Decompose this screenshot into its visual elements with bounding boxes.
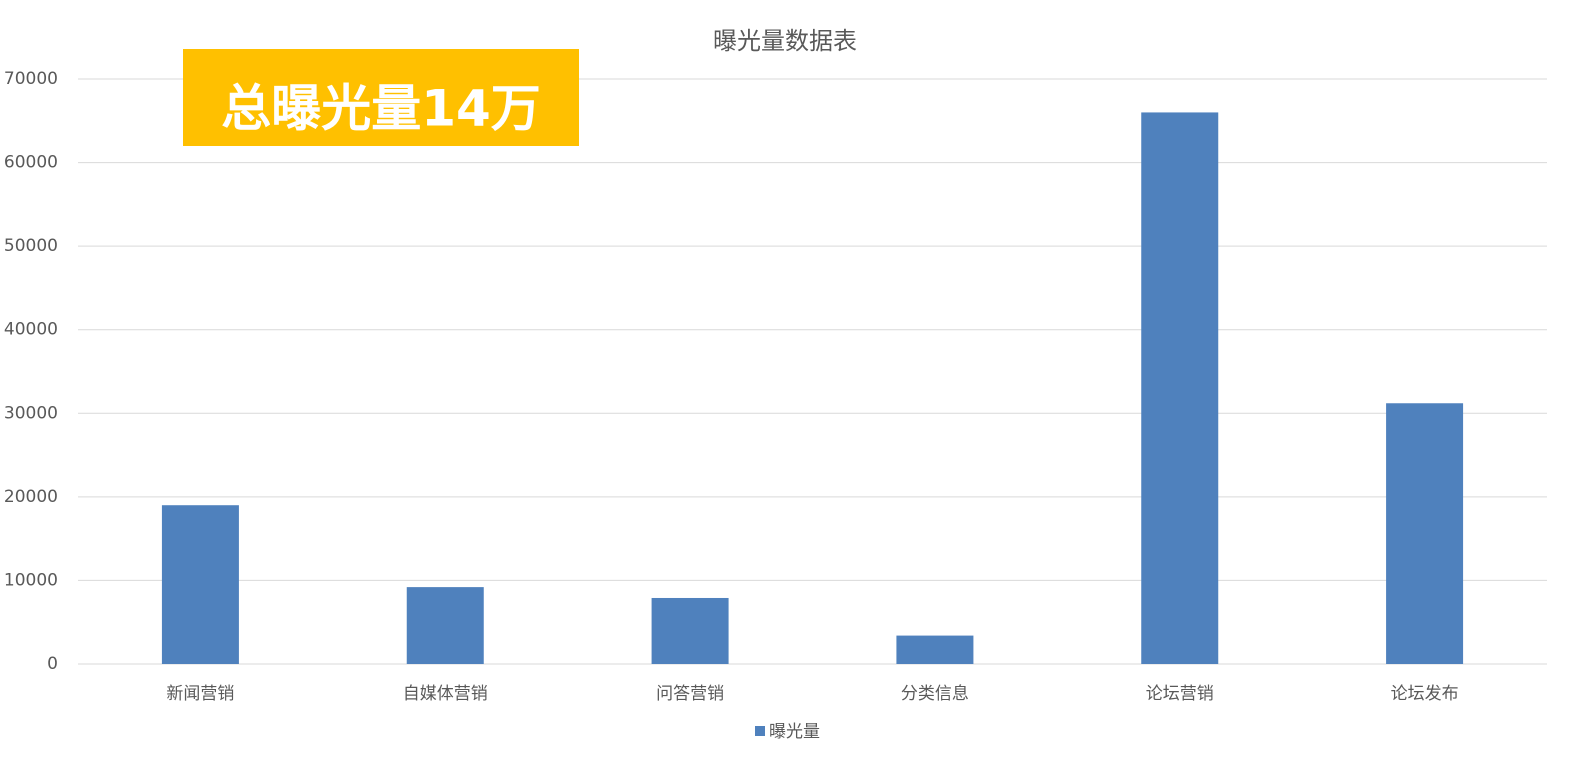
- x-tick-label: 分类信息: [901, 684, 969, 704]
- x-tick-label: 论坛发布: [1391, 684, 1459, 704]
- bar: [651, 597, 729, 664]
- bar: [1141, 112, 1219, 664]
- legend-swatch: [755, 726, 765, 736]
- x-tick-label: 论坛营销: [1146, 684, 1214, 704]
- x-tick-label: 问答营销: [656, 684, 724, 704]
- y-tick-label: 40000: [4, 320, 58, 340]
- y-tick-label: 20000: [4, 487, 58, 507]
- legend-label: 曝光量: [769, 722, 820, 742]
- bar: [161, 505, 239, 664]
- annotation: 总曝光量14万: [221, 80, 541, 138]
- y-tick-label: 30000: [4, 403, 58, 423]
- bar: [406, 587, 484, 664]
- chart-title: 曝光量数据表: [713, 27, 857, 55]
- x-tick-label: 自媒体营销: [403, 684, 488, 704]
- bar: [896, 635, 974, 664]
- y-tick-label: 60000: [4, 153, 58, 173]
- x-tick-label: 新闻营销: [166, 684, 234, 704]
- y-tick-label: 0: [47, 654, 58, 674]
- y-tick-label: 50000: [4, 236, 58, 256]
- y-tick-label: 10000: [4, 570, 58, 590]
- y-tick-label: 70000: [4, 69, 58, 89]
- bar: [1386, 403, 1464, 664]
- annotation-box: [183, 49, 579, 146]
